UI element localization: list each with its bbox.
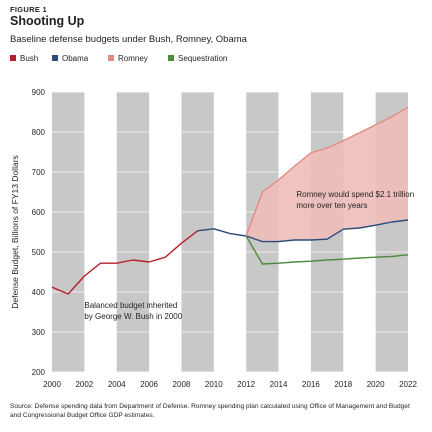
y-tick-label: 400: [32, 288, 46, 297]
annotation-line: by George W. Bush in 2000: [84, 312, 182, 321]
y-tick-label: 700: [32, 168, 46, 177]
series-line-romney: [245, 106, 409, 237]
romney-gap-area: [246, 107, 408, 242]
legend-swatch: [10, 55, 16, 61]
x-tick-label: 2022: [399, 380, 417, 389]
legend-label: Bush: [20, 54, 38, 63]
y-tick-label: 200: [32, 368, 46, 377]
background-stripe: [181, 92, 214, 372]
annotation-text: Romney would spend $2.1 trillion more ove…: [296, 190, 414, 210]
annotation-line: Romney would spend $2.1 trillion: [296, 190, 414, 199]
x-tick-label: 2012: [237, 380, 255, 389]
series-line-bush: [51, 230, 199, 295]
legend-label: Romney: [118, 54, 148, 63]
series-line-obama: [197, 219, 409, 243]
y-tick-label: 500: [32, 248, 46, 257]
y-tick-label: 600: [32, 208, 46, 217]
x-tick-label: 2016: [302, 380, 320, 389]
figure-label: FIGURE 1: [10, 5, 47, 14]
legend-swatch: [52, 55, 58, 61]
legend-swatch: [168, 55, 174, 61]
background-stripe: [116, 92, 150, 372]
x-tick-label: 2014: [270, 380, 288, 389]
y-tick-label: 900: [32, 88, 46, 97]
series-lines: [51, 106, 409, 295]
source-note: Source: Defense spending data from Depar…: [10, 403, 410, 419]
y-axis-ticks: 200 300 400 500 600 700 800 900: [32, 88, 46, 377]
background-stripe: [52, 92, 85, 372]
annotations: Romney would spend $2.1 trillion more ove…: [84, 190, 414, 321]
annotation-text: Balanced budget inherited by George W. Bu…: [84, 301, 182, 321]
x-tick-label: 2018: [334, 380, 352, 389]
legend-label: Sequestration: [178, 54, 227, 63]
annotation-line: more over ten years: [296, 201, 367, 210]
x-tick-label: 2020: [367, 380, 385, 389]
x-tick-label: 2002: [75, 380, 93, 389]
x-tick-label: 2000: [43, 380, 61, 389]
y-axis-label: Defense Budget, Billions of FY13 Dollars: [10, 155, 20, 309]
background-stripes: [52, 92, 408, 372]
chart-subtitle: Baseline defense budgets under Bush, Rom…: [10, 34, 247, 45]
series-line-sequestration: [245, 235, 409, 265]
y-tick-label: 300: [32, 328, 46, 337]
x-tick-label: 2008: [173, 380, 191, 389]
gridlines: [52, 91, 408, 373]
legend: Bush Obama Romney Sequestration: [10, 54, 227, 63]
x-tick-label: 2010: [205, 380, 223, 389]
legend-label: Obama: [62, 54, 89, 63]
x-tick-label: 2004: [108, 380, 126, 389]
annotation-line: Balanced budget inherited: [84, 301, 177, 310]
legend-swatch: [108, 55, 114, 61]
x-axis-ticks: 2000 2002 2004 2006 2008 2010 2012 2014 2016 2018…: [43, 380, 417, 389]
chart-title: Shooting Up: [10, 14, 85, 28]
x-tick-label: 2006: [140, 380, 158, 389]
y-tick-label: 800: [32, 128, 46, 137]
